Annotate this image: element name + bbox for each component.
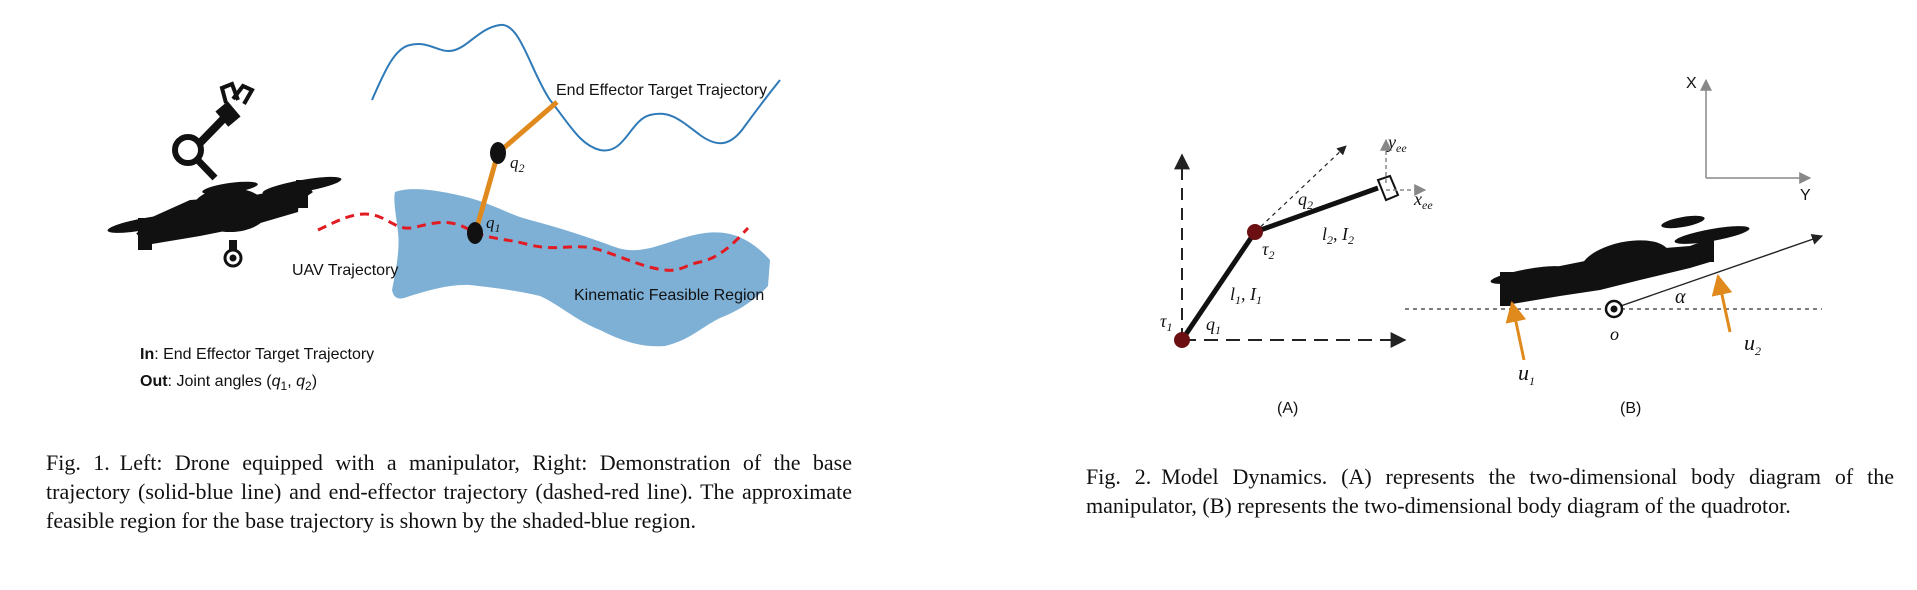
thrust-u2-arrow <box>1711 273 1733 333</box>
u2-label: u2 <box>1744 330 1761 358</box>
joint-tau1 <box>1174 332 1190 348</box>
link1-label: l1, I1 <box>1230 284 1262 307</box>
axis-y-label: Y <box>1800 187 1811 204</box>
figure-1-caption: Fig. 1. Left: Drone equipped with a manip… <box>46 448 852 535</box>
figure-2-panel-a: τ1 τ2 q1 q2 l1, I1 l2, I2 yee xee (A) <box>1160 132 1433 417</box>
figure-2-panel-b: X Y o α u1 u2 (B) <box>1405 75 1824 417</box>
end-effector-target-trajectory-line <box>371 23 781 152</box>
kinematic-region-label: Kinematic Feasible Region <box>574 287 764 304</box>
panel-b-label: (B) <box>1620 400 1641 417</box>
drone-with-manipulator-icon <box>107 81 342 268</box>
figure-2-number: Fig. 2. <box>1086 464 1152 489</box>
figure-2-caption-text: Model Dynamics. (A) represents the two-d… <box>1086 464 1894 518</box>
uav-trajectory-line <box>317 212 750 272</box>
end-effector-target-label: End Effector Target Trajectory <box>556 82 767 99</box>
joint-q1 <box>467 222 483 244</box>
figure-1-number: Fig. 1. <box>46 450 110 475</box>
figure-1: End Effector Target Trajectory UAV Traje… <box>107 23 781 393</box>
xee-label: xee <box>1413 189 1433 212</box>
origin-label: o <box>1610 324 1619 344</box>
kinematic-feasible-region <box>392 189 770 347</box>
panel-a-label: (A) <box>1277 400 1298 417</box>
link2-label: l2, I2 <box>1322 224 1354 247</box>
out-description: Out: Joint angles (q1, q2) <box>140 373 317 393</box>
figure-2-caption: Fig. 2. Model Dynamics. (A) represents th… <box>1086 462 1894 520</box>
manipulator-links <box>467 100 559 244</box>
tau1-label: τ1 <box>1160 311 1172 334</box>
joint-q2 <box>490 142 506 164</box>
q1-label: q1 <box>486 213 501 235</box>
joint-tau2 <box>1247 224 1263 240</box>
figure-1-caption-text: Left: Drone equipped with a manipulator,… <box>46 450 852 533</box>
uav-trajectory-label: UAV Trajectory <box>292 262 398 279</box>
q1-label-a: q1 <box>1206 314 1221 337</box>
thrust-u1-arrow <box>1505 300 1527 361</box>
q2-label: q2 <box>510 153 525 175</box>
in-out-description: In: End Effector Target Trajectory <box>140 346 374 363</box>
u1-label: u1 <box>1518 360 1535 388</box>
q2-label-a: q2 <box>1298 189 1313 212</box>
axis-x-label: X <box>1686 75 1697 92</box>
alpha-label: α <box>1675 286 1686 308</box>
quadrotor-icon <box>1490 215 1750 319</box>
tau2-label: τ2 <box>1262 239 1274 262</box>
yee-label: yee <box>1386 132 1407 155</box>
